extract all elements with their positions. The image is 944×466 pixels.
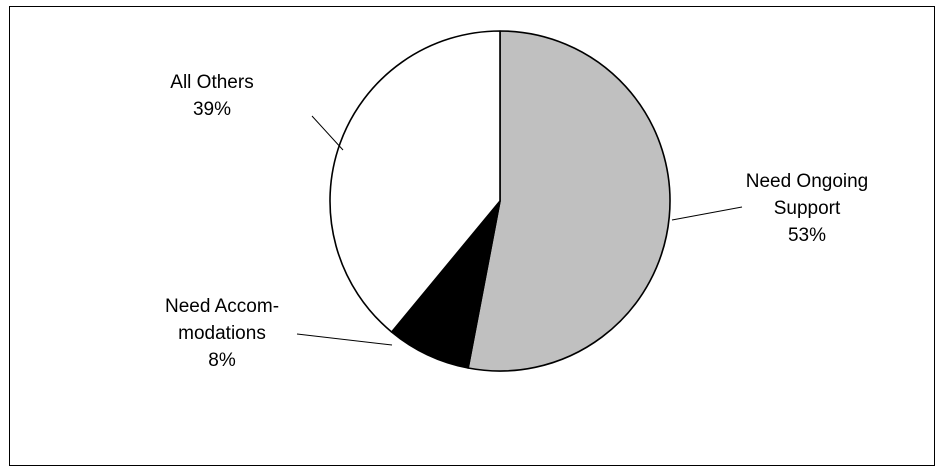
pie-slices	[329, 30, 671, 372]
leader-line-need-ongoing-support	[671, 206, 743, 221]
slice-name-line: Support	[774, 198, 841, 219]
pie-slice-need-ongoing-support	[467, 30, 671, 372]
slice-percent-label: 53%	[788, 225, 826, 246]
slice-name-line: All Others	[170, 72, 253, 93]
leader-line-all-others	[311, 115, 344, 151]
pie-slice-all-others	[329, 30, 501, 333]
slice-name-line: modations	[178, 323, 266, 344]
slice-label-need-ongoing-support: Need Ongoing Support 53%	[746, 171, 869, 246]
slice-labels: Need Ongoing Support 53% Need Accom-modatio…	[165, 72, 868, 371]
slice-label-all-others: All Others 39%	[170, 72, 253, 120]
slice-label-need-accommodations: Need Accom-modations 8%	[165, 296, 279, 371]
slice-name-line: Need Ongoing	[746, 171, 869, 192]
pie-chart: Need Ongoing Support 53% Need Accom-modatio…	[165, 30, 868, 372]
slice-percent-label: 8%	[208, 350, 236, 371]
slice-name-line: Need Accom-	[165, 296, 279, 317]
leader-line-need-accommodations	[296, 333, 393, 346]
slice-percent-label: 39%	[193, 99, 231, 120]
leader-lines	[296, 115, 743, 346]
